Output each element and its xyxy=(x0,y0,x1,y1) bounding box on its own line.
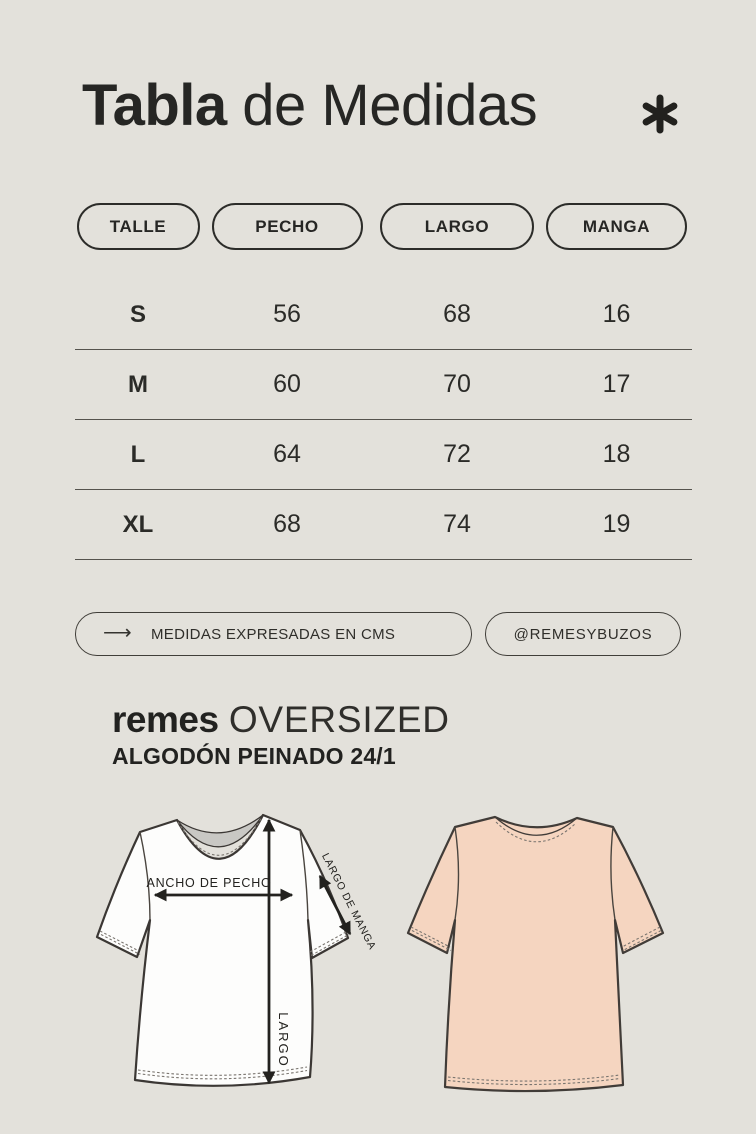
size-label: S xyxy=(129,300,146,328)
sleeve-value: 17 xyxy=(602,370,631,398)
table-row: L 64 72 18 xyxy=(75,420,692,490)
brand-name: remes xyxy=(112,699,219,740)
page-title-bold: Tabla xyxy=(82,73,227,138)
length-value: 70 xyxy=(443,370,471,398)
length-value: 68 xyxy=(443,300,471,328)
asterisk-icon xyxy=(636,90,684,138)
front-shirt-diagram: ANCHO DE PECHO LARGO LARGO DE MANGA xyxy=(95,813,378,1087)
header-pill-manga: MANGA xyxy=(546,203,687,250)
right-arrow-icon: ⟶ xyxy=(103,622,132,644)
length-label: LARGO xyxy=(276,1012,291,1068)
chest-value: 64 xyxy=(273,440,301,468)
sleeve-length-arrow xyxy=(318,874,352,936)
sleeve-value: 16 xyxy=(602,300,631,328)
sleeve-value: 19 xyxy=(602,510,631,538)
length-value: 74 xyxy=(443,510,471,538)
header-pill-talle: TALLE xyxy=(76,203,200,250)
page-title: Tabla de Medidas xyxy=(82,73,538,138)
chest-value: 56 xyxy=(273,300,301,328)
brand-fit: OVERSIZED xyxy=(228,699,450,740)
chest-width-label: ANCHO DE PECHO xyxy=(146,876,271,890)
brand-block: remes OVERSIZED ALGODÓN PEINADO 24/1 xyxy=(112,699,450,770)
front-shirt-neck-inner xyxy=(176,814,264,848)
table-row: S 56 68 16 xyxy=(75,280,692,350)
page-title-regular: de Medidas xyxy=(226,73,538,138)
back-shirt-body xyxy=(406,815,665,1093)
social-handle-pill[interactable]: @REMESYBUZOS xyxy=(485,612,681,656)
size-label: M xyxy=(128,370,148,398)
front-shirt-body xyxy=(95,813,350,1087)
size-table: S 56 68 16 M 60 70 17 L 64 72 18 XL 68 7… xyxy=(75,280,692,560)
length-value: 72 xyxy=(443,440,471,468)
back-shirt-diagram xyxy=(406,815,665,1093)
size-label: XL xyxy=(122,510,154,538)
units-note-label: MEDIDAS EXPRESADAS EN CMS xyxy=(150,625,396,643)
brand-fabric: ALGODÓN PEINADO 24/1 xyxy=(112,742,396,769)
table-row: XL 68 74 19 xyxy=(75,490,692,560)
brand-line: remes OVERSIZED xyxy=(112,699,450,740)
social-handle-label: @REMESYBUZOS xyxy=(513,625,653,643)
sleeve-value: 18 xyxy=(602,440,631,468)
units-note-pill: ⟶ MEDIDAS EXPRESADAS EN CMS xyxy=(75,612,472,656)
header-pill-largo: LARGO xyxy=(380,203,534,250)
chest-value: 60 xyxy=(273,370,301,398)
size-label: L xyxy=(130,440,146,468)
header-pill-pecho: PECHO xyxy=(211,203,363,250)
notes-row: ⟶ MEDIDAS EXPRESADAS EN CMS @REMESYBUZOS xyxy=(75,612,681,656)
table-header-row: TALLE PECHO LARGO MANGA xyxy=(75,203,692,250)
chest-value: 68 xyxy=(273,510,301,538)
table-row: M 60 70 17 xyxy=(75,350,692,420)
